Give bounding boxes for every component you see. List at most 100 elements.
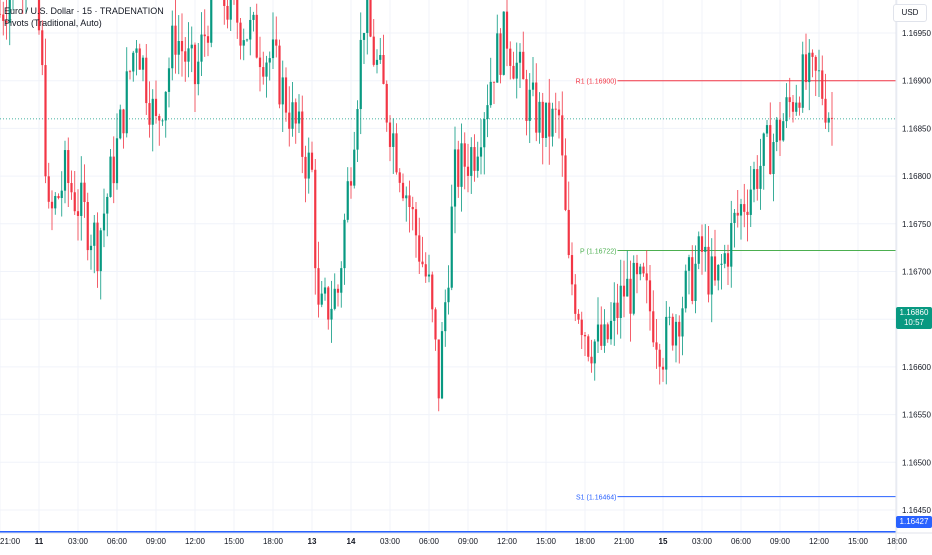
x-tick-label: 09:00 bbox=[146, 537, 167, 546]
candle-body bbox=[203, 34, 206, 37]
candle-body bbox=[180, 41, 184, 52]
candle-body bbox=[541, 101, 544, 138]
x-tick-label: 15:00 bbox=[848, 537, 869, 546]
candle-body bbox=[801, 54, 804, 108]
candle-body bbox=[343, 219, 346, 269]
candle-body bbox=[447, 287, 450, 303]
candle-body bbox=[340, 268, 343, 293]
x-tick-label: 18:00 bbox=[263, 537, 284, 546]
candle-body bbox=[73, 192, 76, 212]
candle-body bbox=[177, 41, 180, 55]
candle-body bbox=[372, 36, 375, 65]
candle-body bbox=[301, 111, 304, 157]
candle-body bbox=[414, 209, 418, 236]
candle-body bbox=[388, 122, 392, 147]
candle-body bbox=[645, 273, 648, 281]
candle-body bbox=[37, 0, 41, 31]
candle-body bbox=[450, 206, 453, 288]
candle-body bbox=[710, 256, 713, 295]
candle-body bbox=[567, 209, 570, 256]
y-tick-label: 1.16550 bbox=[902, 411, 931, 420]
candle-body bbox=[411, 207, 414, 210]
candle-body bbox=[206, 36, 210, 43]
candle-body bbox=[603, 324, 606, 346]
candle-body bbox=[499, 33, 502, 75]
candle-body bbox=[561, 115, 564, 156]
candle-body bbox=[317, 268, 320, 305]
candle-body bbox=[96, 222, 99, 272]
candle-body bbox=[70, 183, 73, 193]
candle-body bbox=[730, 222, 733, 267]
candle-body bbox=[382, 55, 385, 84]
candle-body bbox=[772, 142, 775, 175]
candle-body bbox=[596, 324, 600, 342]
x-tick-label: 18:00 bbox=[575, 537, 596, 546]
candle-body bbox=[652, 311, 655, 343]
candle-body bbox=[421, 261, 424, 265]
candle-body bbox=[629, 278, 632, 314]
candle-body bbox=[665, 316, 668, 370]
candle-body bbox=[583, 335, 587, 337]
candle-body bbox=[171, 25, 174, 69]
currency-button[interactable]: USD bbox=[893, 4, 927, 22]
candle-body bbox=[574, 284, 577, 314]
candle-body bbox=[804, 54, 808, 83]
candle-body bbox=[320, 293, 323, 305]
candle-body bbox=[694, 263, 697, 301]
candle-body bbox=[814, 56, 817, 71]
candle-body bbox=[229, 0, 232, 20]
candle-body bbox=[765, 125, 769, 134]
candle-body bbox=[762, 133, 765, 166]
candle-body bbox=[726, 253, 730, 267]
candle-body bbox=[392, 133, 395, 147]
candle-body bbox=[362, 32, 366, 40]
candle-body bbox=[622, 285, 626, 297]
indicator-label[interactable]: Pivots (Traditional, Auto) bbox=[4, 18, 102, 28]
candle-body bbox=[67, 150, 70, 184]
candle-body bbox=[613, 302, 616, 321]
candle-body bbox=[606, 324, 609, 340]
candle-body bbox=[769, 125, 772, 175]
candle-body bbox=[544, 102, 548, 138]
candle-body bbox=[502, 11, 505, 75]
candle-body bbox=[590, 356, 593, 364]
candle-body bbox=[99, 230, 102, 272]
candle-body bbox=[626, 278, 629, 297]
candle-body bbox=[525, 79, 528, 121]
candle-body bbox=[174, 25, 177, 55]
candle-body bbox=[678, 321, 681, 337]
candle-body bbox=[548, 102, 551, 137]
pivot-lines: R3 (1.17336)R2 (1.17158)R1 (1.16900)P (1… bbox=[0, 79, 896, 533]
candle-body bbox=[746, 211, 749, 215]
candle-body bbox=[509, 48, 512, 66]
x-tick-label: 06:00 bbox=[107, 537, 128, 546]
pivot-label-p: P (1.16722) bbox=[580, 249, 616, 256]
current-price-value: 1.16860 bbox=[899, 308, 929, 317]
y-tick-label: 1.16900 bbox=[902, 77, 931, 86]
candle-body bbox=[476, 156, 479, 171]
candle-body bbox=[336, 288, 340, 293]
candle-body bbox=[785, 97, 788, 122]
chart-title: Euro / U.S. Dollar · 15 · TRADENATION bbox=[4, 6, 164, 16]
x-tick-label: 15:00 bbox=[224, 537, 245, 546]
candle-body bbox=[115, 138, 119, 184]
candle-body bbox=[470, 147, 473, 176]
horizontal-line-price-tag: 1.16427 bbox=[896, 516, 932, 528]
candle-body bbox=[197, 61, 200, 85]
candle-body bbox=[304, 156, 307, 179]
y-tick-label: 1.16950 bbox=[902, 29, 931, 38]
x-tick-label: 15:00 bbox=[536, 537, 557, 546]
candle-body bbox=[106, 196, 109, 214]
candle-body bbox=[704, 246, 707, 252]
candle-body bbox=[707, 246, 710, 295]
candle-body bbox=[658, 349, 661, 367]
candle-body bbox=[720, 263, 723, 265]
candle-body bbox=[408, 195, 411, 208]
candle-body bbox=[200, 34, 203, 62]
candle-body bbox=[398, 172, 401, 183]
candle-body bbox=[2, 14, 5, 21]
x-tick-label: 12:00 bbox=[809, 537, 830, 546]
candle-body bbox=[187, 48, 190, 62]
